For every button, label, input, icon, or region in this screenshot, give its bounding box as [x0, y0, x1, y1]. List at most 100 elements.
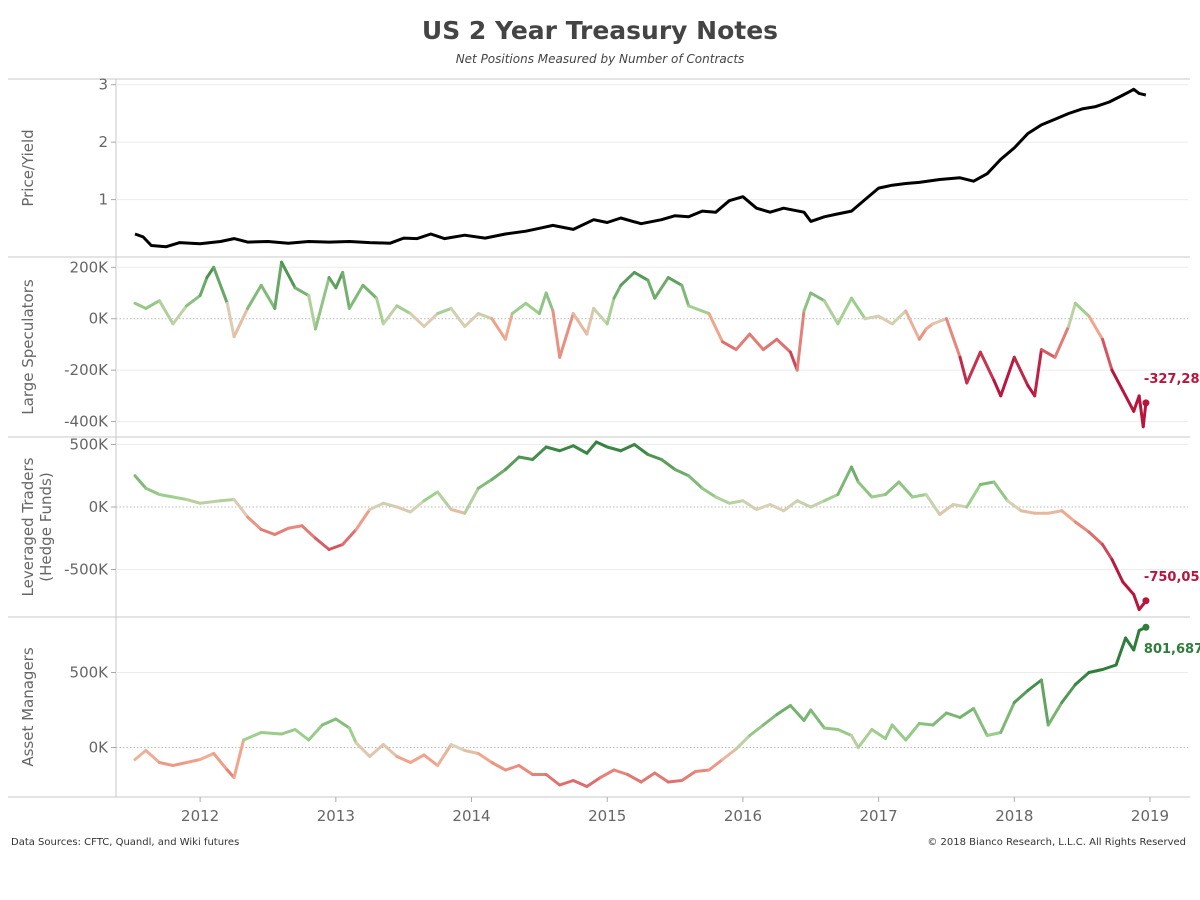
- series-segment: [368, 501, 385, 511]
- series-segment: [1132, 629, 1141, 652]
- series-segment: [646, 278, 657, 300]
- series-segment: [721, 747, 738, 761]
- series-segment: [1087, 314, 1105, 341]
- series-segment: [822, 299, 840, 326]
- series-segment: [1033, 348, 1043, 398]
- series-segment: [198, 752, 216, 761]
- y-tick-label: 2: [98, 133, 108, 151]
- series-segment: [354, 741, 372, 758]
- y-tick-label: 1: [98, 191, 108, 209]
- series-segment: [313, 276, 331, 331]
- series-segment: [280, 260, 297, 290]
- series-segment: [544, 445, 562, 453]
- series-segment: [592, 306, 609, 326]
- series-segment: [585, 440, 598, 455]
- series-segment: [653, 276, 670, 300]
- series-segment: [965, 483, 982, 509]
- series-segment: [395, 755, 412, 764]
- series-segment: [1132, 593, 1141, 611]
- last-value-label: -327,281: [1144, 372, 1200, 387]
- series-segment: [198, 276, 209, 298]
- series-segment: [856, 728, 874, 749]
- series-segment: [700, 486, 718, 499]
- series-segment: [822, 726, 840, 731]
- series-segment: [863, 314, 881, 321]
- series-segment: [259, 283, 277, 310]
- series-segment: [280, 728, 297, 736]
- series-segment: [890, 309, 908, 326]
- series-segment: [408, 499, 426, 514]
- series-segment: [463, 486, 480, 515]
- series-segment: [490, 761, 507, 772]
- series-segment: [408, 753, 426, 764]
- series-segment: [133, 474, 148, 490]
- series-segment: [782, 499, 799, 513]
- series-segment: [133, 749, 148, 761]
- series-segment: [1026, 678, 1043, 692]
- series-segment: [1012, 355, 1030, 388]
- series-segment: [721, 340, 738, 352]
- series-segment: [449, 306, 467, 328]
- series-segment: [395, 505, 412, 514]
- series-segment: [246, 283, 263, 310]
- y-tick-label: 0K: [89, 310, 110, 328]
- series-segment: [870, 493, 887, 499]
- series-segment: [680, 283, 691, 308]
- series-segment: [307, 723, 324, 742]
- series-segment: [490, 317, 507, 341]
- series-segment: [375, 296, 385, 326]
- series-segment: [809, 708, 826, 730]
- y-tick-label: 3: [98, 76, 108, 94]
- series-segment: [727, 499, 745, 505]
- series-segment: [594, 440, 609, 449]
- series-segment: [354, 508, 372, 531]
- series-segment: [992, 378, 1003, 398]
- series-segment: [1073, 301, 1091, 318]
- series-segment: [626, 773, 643, 784]
- series-segment: [436, 490, 453, 511]
- series-segment: [999, 701, 1016, 734]
- series-segment: [341, 270, 351, 310]
- series-segment: [802, 708, 813, 722]
- y-tick-label: 500K: [70, 436, 110, 454]
- series-segment: [571, 444, 589, 455]
- series-segment: [809, 499, 826, 509]
- series-segment: [157, 493, 175, 499]
- series-segment: [558, 444, 575, 453]
- series-segment: [218, 498, 236, 503]
- series-segment: [1124, 636, 1136, 652]
- series-segment: [965, 350, 982, 385]
- series-segment: [836, 465, 853, 496]
- last-value-dot: [1142, 623, 1150, 631]
- series-segment: [293, 286, 311, 298]
- series-segment: [632, 270, 650, 282]
- series-segment: [1039, 678, 1050, 727]
- series-segment: [1121, 389, 1136, 413]
- series-segment: [334, 270, 345, 290]
- y-tick-label: 0K: [89, 739, 110, 757]
- series-segment: [300, 524, 317, 540]
- series-segment: [605, 296, 616, 326]
- series-segment: [958, 707, 976, 719]
- series-segment: [232, 738, 246, 779]
- series-segment: [911, 493, 928, 499]
- series-segment: [510, 301, 528, 316]
- series-segment: [232, 306, 250, 339]
- series-segment: [327, 543, 345, 551]
- x-tick-label: 2013: [317, 807, 355, 825]
- series-segment: [904, 309, 921, 341]
- series-segment: [985, 731, 1003, 737]
- series-segment: [212, 752, 229, 772]
- series-segment: [883, 480, 901, 496]
- series-segment: [347, 726, 358, 745]
- series-segment: [822, 493, 840, 503]
- x-tick-label: 2018: [995, 807, 1033, 825]
- x-tick-label: 2019: [1131, 807, 1169, 825]
- series-segment: [944, 711, 962, 719]
- series-segment: [273, 260, 284, 310]
- series-segment: [788, 704, 806, 722]
- series-segment: [171, 304, 189, 326]
- series-segment: [558, 312, 575, 359]
- series-segment: [673, 468, 691, 478]
- series-segment: [748, 723, 765, 737]
